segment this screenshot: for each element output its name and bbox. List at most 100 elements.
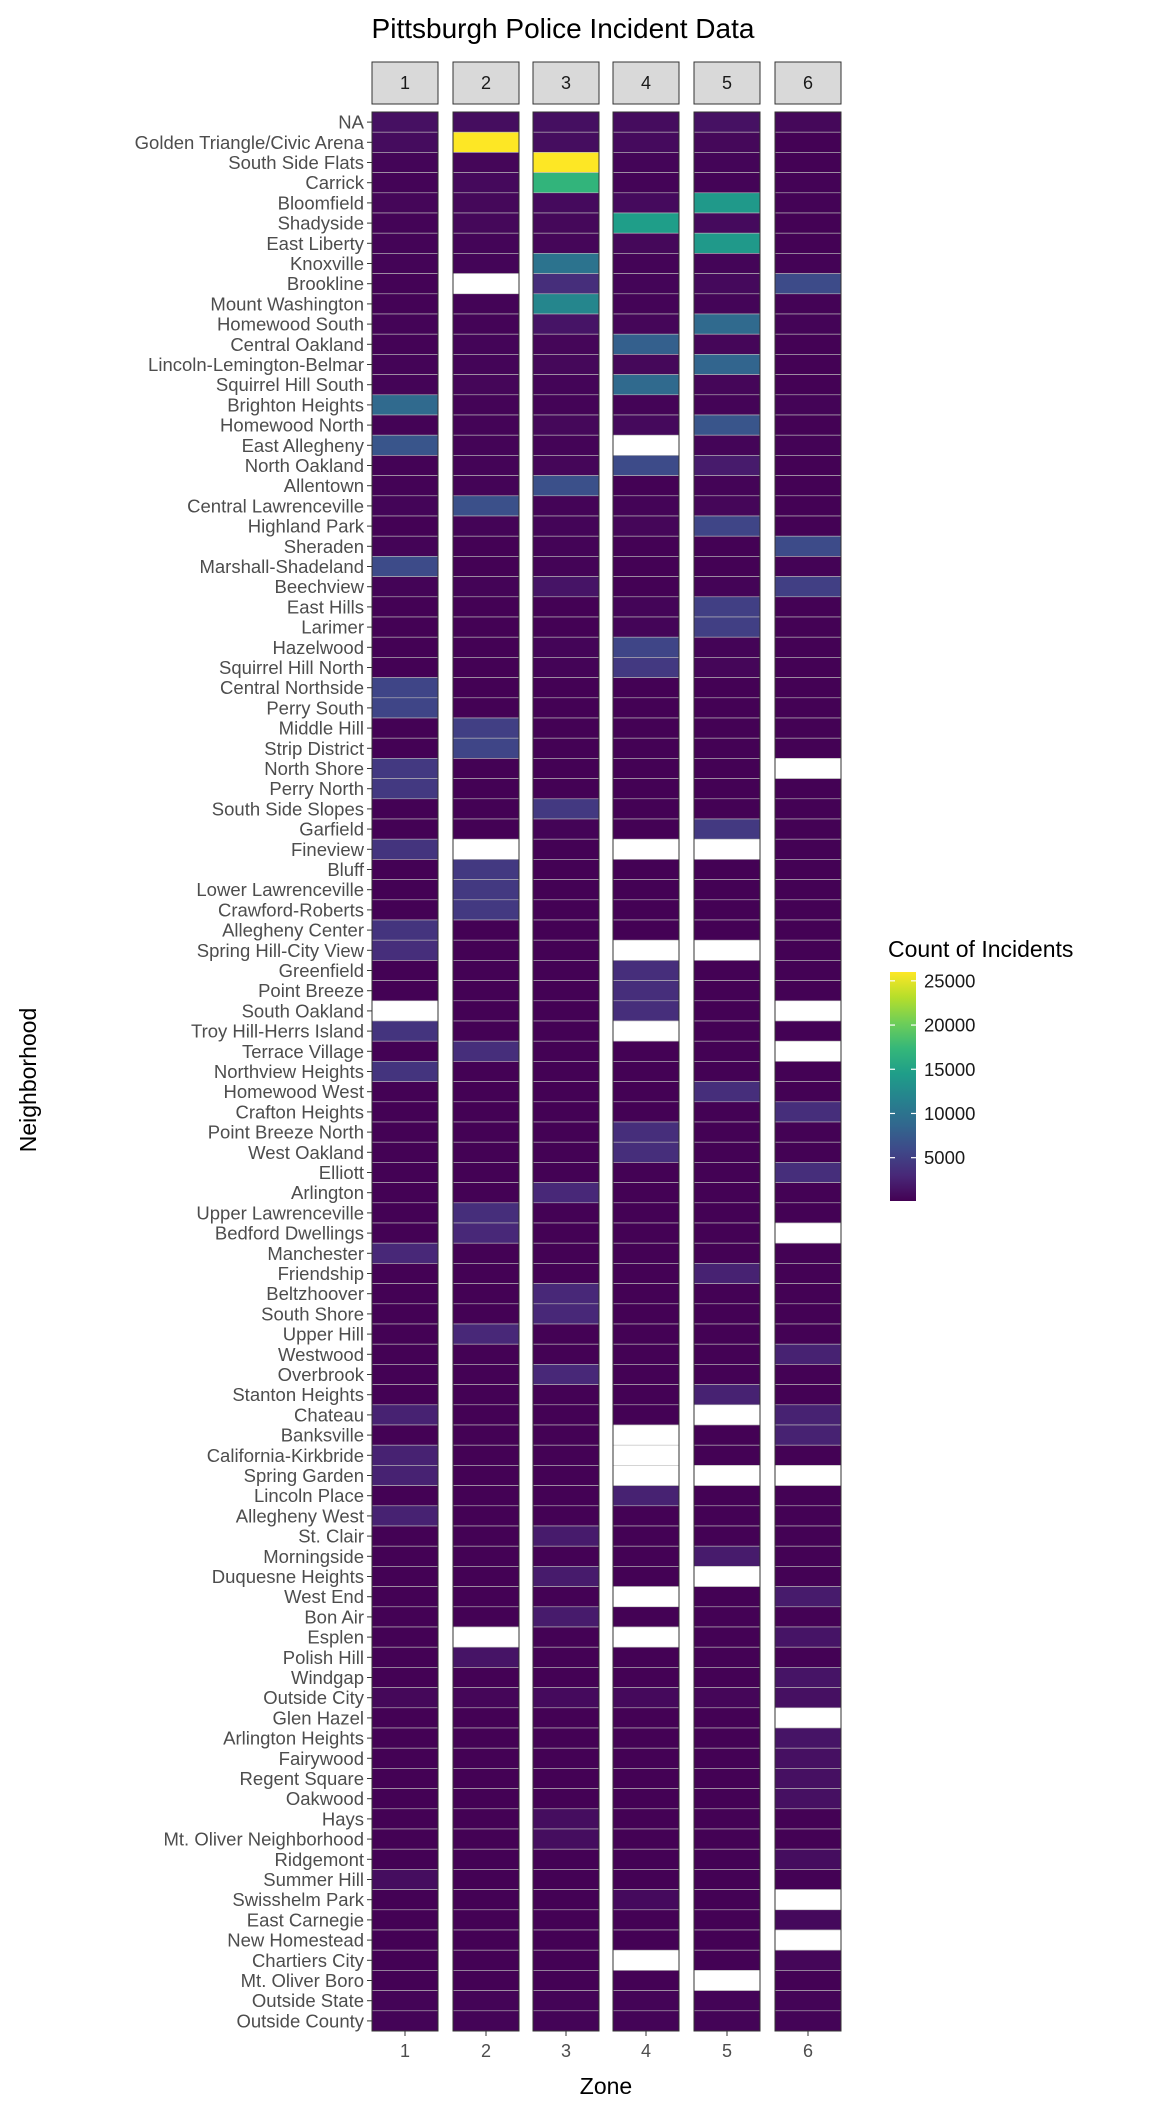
heatmap-tile — [452, 1182, 520, 1204]
heatmap-tile — [532, 1364, 600, 1385]
y-tick-label: Greenfield — [279, 960, 364, 981]
y-tick-label: Allentown — [284, 475, 364, 496]
heatmap-tile — [371, 859, 439, 880]
y-tick-label: Oakwood — [286, 1788, 364, 1809]
heatmap-tile — [452, 1646, 520, 1668]
heatmap-tile — [774, 1889, 842, 1911]
heatmap-tile — [774, 1970, 842, 1991]
heatmap-tile — [612, 1364, 680, 1385]
heatmap-tile — [612, 212, 680, 234]
heatmap-tile — [452, 1929, 520, 1951]
heatmap-tile — [452, 859, 520, 880]
heatmap-tile — [693, 1000, 761, 1022]
heatmap-tile — [452, 1081, 520, 1103]
y-tick-label: Crafton Heights — [235, 1101, 364, 1122]
heatmap-tile — [774, 333, 842, 355]
heatmap-tile — [371, 1404, 439, 1426]
legend-tick-label: 5000 — [924, 1147, 965, 1168]
heatmap-tile — [612, 1667, 680, 1688]
heatmap-tile — [693, 374, 761, 396]
y-tick-label: Ridgemont — [275, 1849, 364, 1870]
heatmap-tile — [774, 1424, 842, 1446]
heatmap-tile — [774, 535, 842, 557]
y-tick-label: Polish Hill — [283, 1647, 364, 1668]
heatmap-tile — [452, 434, 520, 456]
heatmap-tile — [774, 495, 842, 517]
heatmap-tile — [371, 152, 439, 173]
heatmap-tile — [532, 1808, 600, 1830]
heatmap-tile — [774, 394, 842, 416]
heatmap-tile — [452, 1909, 520, 1931]
heatmap-tile — [774, 737, 842, 759]
heatmap-tile — [371, 838, 439, 860]
heatmap-tile — [774, 1808, 842, 1830]
y-tick-label: Summer Hill — [263, 1869, 364, 1890]
heatmap-tile — [612, 232, 680, 254]
heatmap-tile — [532, 1566, 600, 1587]
heatmap-tile — [371, 172, 439, 194]
heatmap-tile — [532, 818, 600, 840]
heatmap-tile — [693, 859, 761, 880]
y-tick-label: Hays — [322, 1808, 364, 1829]
heatmap-tile — [693, 1162, 761, 1183]
heatmap-tile — [612, 1525, 680, 1547]
heatmap-tile — [371, 232, 439, 254]
heatmap-tile — [774, 1929, 842, 1951]
heatmap-tile — [371, 434, 439, 456]
heatmap-tile — [693, 636, 761, 658]
heatmap-tile — [774, 899, 842, 921]
heatmap-tile — [612, 1465, 680, 1486]
legend-tick-label: 20000 — [924, 1015, 975, 1036]
heatmap-tile — [532, 1727, 600, 1749]
heatmap-tile — [774, 1788, 842, 1810]
heatmap-tile — [532, 980, 600, 1002]
heatmap-tile — [371, 1808, 439, 1830]
heatmap-tile — [693, 232, 761, 254]
heatmap-tile — [693, 515, 761, 537]
heatmap-tile — [452, 798, 520, 820]
heatmap-tile — [693, 596, 761, 618]
heatmap-tile — [612, 758, 680, 779]
heatmap-tile — [774, 1586, 842, 1608]
heatmap-tile — [774, 1909, 842, 1931]
heatmap-tile — [371, 1687, 439, 1709]
y-tick-label: Central Northside — [220, 677, 364, 698]
heatmap-tile — [371, 899, 439, 921]
y-tick-label: Brookline — [287, 273, 364, 294]
heatmap-tile — [693, 1404, 761, 1426]
heatmap-tile — [371, 1566, 439, 1587]
heatmap-tile — [452, 1364, 520, 1385]
heatmap-tile — [693, 1848, 761, 1870]
y-tick-label: Esplen — [307, 1627, 364, 1648]
heatmap-tile — [693, 1121, 761, 1143]
heatmap-tile — [532, 596, 600, 618]
y-tick-label: North Shore — [264, 758, 364, 779]
heatmap-tile — [371, 1545, 439, 1567]
heatmap-tile — [452, 616, 520, 638]
heatmap-tile — [774, 1162, 842, 1183]
y-tick-label: Elliott — [319, 1162, 364, 1183]
heatmap-tile — [612, 1828, 680, 1850]
facet-panel-1 — [371, 111, 439, 2032]
heatmap-tile — [532, 192, 600, 214]
heatmap-tile — [774, 1242, 842, 1264]
heatmap-tile — [532, 515, 600, 537]
heatmap-tile — [612, 354, 680, 375]
heatmap-tile — [532, 152, 600, 173]
facet-strip-5 — [693, 61, 761, 105]
y-tick-label: Hazelwood — [272, 637, 364, 658]
heatmap-tile — [774, 455, 842, 476]
heatmap-tile — [532, 1970, 600, 1991]
heatmap-tile — [774, 798, 842, 820]
y-tick-label: Terrace Village — [242, 1041, 364, 1062]
heatmap-tile — [452, 1202, 520, 1224]
heatmap-tile — [612, 1545, 680, 1567]
heatmap-tile — [774, 919, 842, 941]
heatmap-tile — [532, 1485, 600, 1507]
heatmap-tile — [532, 172, 600, 194]
heatmap-tile — [774, 1081, 842, 1103]
heatmap-tile — [612, 596, 680, 618]
heatmap-tile — [371, 657, 439, 678]
y-tick-label: Spring Hill-City View — [197, 940, 365, 961]
heatmap-tile — [371, 939, 439, 961]
